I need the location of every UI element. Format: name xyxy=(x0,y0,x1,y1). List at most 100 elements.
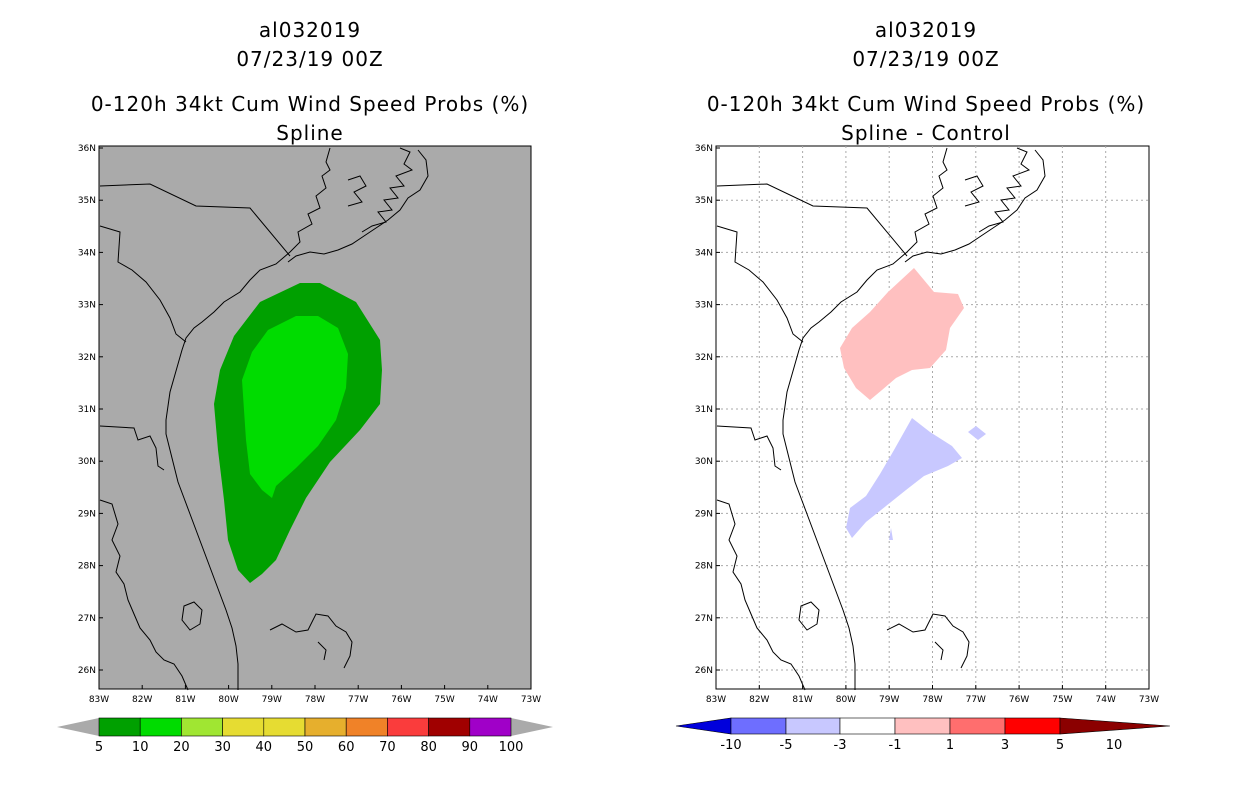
lat-tick-label: 34N xyxy=(695,248,713,258)
colorbar-swatch xyxy=(263,717,306,737)
lon-tick-label: 74W xyxy=(478,695,498,705)
lat-tick-label: 35N xyxy=(695,196,713,206)
colorbar-swatch xyxy=(428,717,471,737)
left-storm-id: al032019 xyxy=(258,18,362,42)
lat-tick-label: 29N xyxy=(695,509,713,519)
left-datetime: 07/23/19 00Z xyxy=(236,47,384,71)
lon-tick-label: 81W xyxy=(175,695,195,705)
colorbar-label: 70 xyxy=(379,740,396,755)
lon-tick-label: 75W xyxy=(434,695,454,705)
colorbar-label: 20 xyxy=(173,740,190,755)
left-product-title: 0-120h 34kt Cum Wind Speed Probs (%) xyxy=(90,92,530,116)
lat-tick-label: 36N xyxy=(695,144,713,154)
diff-negative-region xyxy=(846,418,962,538)
lat-tick-label: 30N xyxy=(695,457,713,467)
colorbar-label: 90 xyxy=(462,740,479,755)
colorbar-low-arrow xyxy=(675,717,732,735)
colorbar-label: 50 xyxy=(297,740,314,755)
colorbar-swatch xyxy=(839,717,896,735)
right-product-title: 0-120h 34kt Cum Wind Speed Probs (%) xyxy=(706,92,1146,116)
left-colorbar: 5 10 20 30 40 50 60 70 80 90 100 xyxy=(57,717,553,755)
colorbar-low-arrow xyxy=(57,718,99,736)
colorbar-swatch xyxy=(304,717,347,737)
colorbar-label: 80 xyxy=(420,740,437,755)
colorbar-label: 10 xyxy=(1106,738,1123,753)
lon-tick-label: 81W xyxy=(792,695,812,705)
colorbar-high-arrow xyxy=(1059,717,1171,735)
lon-tick-label: 75W xyxy=(1052,695,1072,705)
colorbar-swatch xyxy=(98,717,141,737)
right-method-label: Spline - Control xyxy=(841,121,1011,145)
colorbar-high-arrow xyxy=(511,718,553,736)
lon-tick-label: 76W xyxy=(391,695,411,705)
lon-tick-label: 79W xyxy=(879,695,899,705)
lat-tick-label: 36N xyxy=(78,144,96,154)
lon-tick-label: 80W xyxy=(218,695,238,705)
colorbar-swatch xyxy=(469,717,512,737)
colorbar-swatch xyxy=(387,717,429,737)
lat-tick-label: 26N xyxy=(695,666,713,676)
lat-tick-label: 33N xyxy=(78,301,96,311)
colorbar-label: 1 xyxy=(946,738,954,753)
left-panel-title: al032019 07/23/19 00Z 0-120h 34kt Cum Wi… xyxy=(60,16,560,148)
colorbar-swatch xyxy=(222,717,265,737)
colorbar-label: -5 xyxy=(780,738,793,753)
lon-tick-label: 73W xyxy=(521,695,541,705)
colorbar-label: -10 xyxy=(720,738,741,753)
lat-tick-label: 33N xyxy=(695,301,713,311)
colorbar-swatch xyxy=(785,717,841,735)
colorbar-swatch xyxy=(730,717,787,735)
lon-tick-label: 80W xyxy=(836,695,856,705)
colorbar-label: 40 xyxy=(256,740,273,755)
lat-tick-label: 30N xyxy=(78,457,96,467)
lat-tick-label: 27N xyxy=(695,614,713,624)
prob-contour-10-20 xyxy=(242,316,348,498)
colorbar-swatch xyxy=(894,717,951,735)
left-axis-ticks: 83W 82W 81W 80W 79W 78W 77W 76W 75W 74W 73W 36N 35N 3… xyxy=(78,144,541,705)
lat-tick-label: 29N xyxy=(78,509,96,519)
lat-tick-label: 26N xyxy=(78,666,96,676)
lon-tick-label: 78W xyxy=(922,695,942,705)
colorbar-label: 10 xyxy=(132,740,149,755)
diff-negative-speck xyxy=(889,528,893,540)
colorbar-swatch xyxy=(345,717,388,737)
right-datetime: 07/23/19 00Z xyxy=(852,47,1000,71)
lon-tick-label: 83W xyxy=(706,695,726,705)
colorbar-label: -3 xyxy=(834,738,847,753)
lat-tick-label: 31N xyxy=(695,405,713,415)
lat-tick-label: 32N xyxy=(78,353,96,363)
lon-tick-label: 82W xyxy=(749,695,769,705)
lat-tick-label: 28N xyxy=(78,562,96,572)
lon-tick-label: 83W xyxy=(89,695,109,705)
colorbar-label: 3 xyxy=(1001,738,1009,753)
right-storm-id: al032019 xyxy=(874,18,978,42)
colorbar-label: 5 xyxy=(1056,738,1064,753)
colorbar-swatch xyxy=(949,717,1006,735)
lat-tick-label: 35N xyxy=(78,196,96,206)
right-colorbar: -10 -5 -3 -1 1 3 5 10 xyxy=(675,717,1171,753)
right-panel-title: al032019 07/23/19 00Z 0-120h 34kt Cum Wi… xyxy=(676,16,1176,148)
lon-tick-label: 79W xyxy=(262,695,282,705)
lat-tick-label: 34N xyxy=(78,248,96,258)
right-axis-ticks: 83W 82W 81W 80W 79W 78W 77W 76W 75W 74W 73W 36N 35N 3… xyxy=(695,144,1159,705)
colorbar-swatch xyxy=(139,717,182,737)
left-method-label: Spline xyxy=(276,121,344,145)
lat-tick-label: 31N xyxy=(78,405,96,415)
lat-tick-label: 28N xyxy=(695,562,713,572)
colorbar-label: 100 xyxy=(499,740,524,755)
lat-tick-label: 32N xyxy=(695,353,713,363)
lon-tick-label: 78W xyxy=(305,695,325,705)
lon-tick-label: 77W xyxy=(966,695,986,705)
diff-positive-region xyxy=(840,268,964,400)
colorbar-label: 30 xyxy=(214,740,231,755)
lon-tick-label: 73W xyxy=(1139,695,1159,705)
lon-tick-label: 82W xyxy=(132,695,152,705)
lon-tick-label: 74W xyxy=(1096,695,1116,705)
lon-tick-label: 77W xyxy=(348,695,368,705)
colorbar-label: -1 xyxy=(889,738,902,753)
lon-tick-label: 76W xyxy=(1009,695,1029,705)
colorbar-label: 5 xyxy=(95,740,103,755)
colorbar-label: 60 xyxy=(338,740,355,755)
diff-negative-spot xyxy=(968,426,986,440)
